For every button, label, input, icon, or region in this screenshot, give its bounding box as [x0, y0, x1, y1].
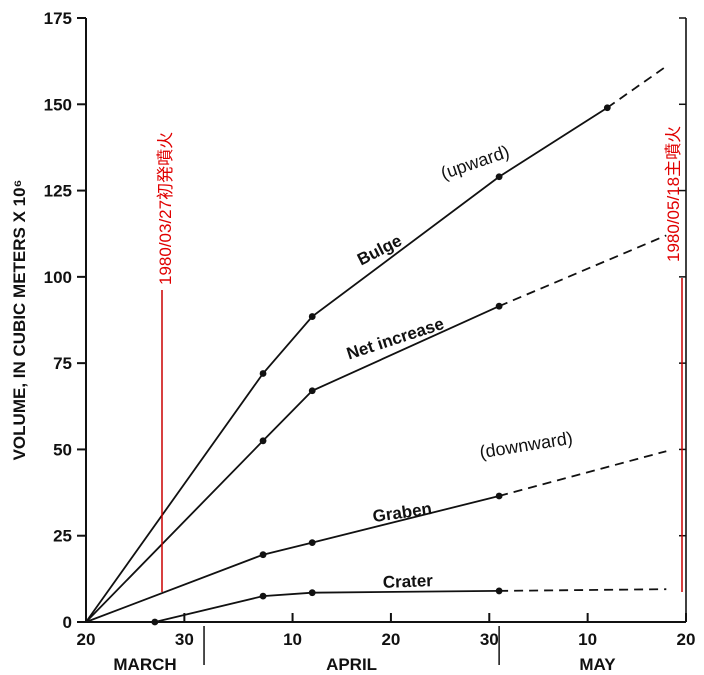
main-eruption-label: 1980/05/18主噴火 — [664, 126, 683, 262]
y-tick-label: 0 — [63, 613, 72, 632]
series-projection-graben — [498, 450, 667, 497]
annotation-downward: (downward) — [478, 428, 574, 462]
y-tick-label: 100 — [44, 268, 72, 287]
month-label: APRIL — [326, 655, 377, 674]
series-projection-net-increase — [498, 234, 667, 308]
series-label-graben: Graben — [371, 499, 433, 526]
x-tick-label: 20 — [77, 630, 96, 649]
x-ticks: 20 30 10 20 30 10 20 — [77, 613, 696, 649]
data-point-bulge — [308, 313, 316, 320]
x-tick-label: 20 — [677, 630, 696, 649]
month-label: MARCH — [113, 655, 176, 674]
data-point-net-increase — [495, 302, 503, 310]
data-point-net-increase — [259, 437, 267, 445]
y-tick-label: 25 — [53, 527, 72, 546]
data-point-crater — [151, 618, 159, 626]
data-point-bulge — [603, 104, 611, 112]
series-line-crater — [154, 590, 500, 623]
x-tick-label: 20 — [381, 630, 400, 649]
month-labels: MARCH APRIL MAY — [113, 626, 616, 674]
x-tick-label: 10 — [578, 630, 597, 649]
y-tick-label: 150 — [44, 95, 72, 114]
data-point-crater — [495, 587, 503, 595]
series-projection-bulge — [606, 65, 667, 109]
data-point-bulge — [259, 370, 267, 377]
data-point-crater — [308, 589, 316, 597]
series-group — [85, 65, 667, 626]
data-point-bulge — [495, 173, 503, 181]
y-tick-label: 75 — [53, 354, 72, 373]
plot-frame — [85, 18, 687, 623]
series-label-net-increase: Net increase — [344, 314, 446, 363]
y-tick-label: 125 — [44, 182, 72, 201]
y-axis-label: VOLUME, IN CUBIC METERS X 10⁶ — [10, 180, 29, 461]
y-tick-label: 50 — [53, 440, 72, 459]
data-point-graben — [308, 539, 316, 547]
y-tick-label: 175 — [44, 9, 72, 28]
series-line-net-increase — [85, 305, 500, 623]
y-ticks: 0 25 50 75 100 125 150 175 — [44, 9, 686, 632]
data-point-graben — [259, 551, 267, 559]
first-eruption-label: 1980/03/27初発噴火 — [156, 132, 175, 285]
series-label-crater: Crater — [382, 571, 433, 592]
series-line-graben — [85, 495, 500, 623]
series-projection-crater — [499, 588, 667, 592]
x-tick-label: 30 — [175, 630, 194, 649]
data-point-crater — [259, 592, 267, 600]
x-tick-label: 10 — [283, 630, 302, 649]
series-label-bulge: Bulge — [354, 231, 405, 269]
data-point-graben — [495, 492, 503, 500]
x-tick-label: 30 — [480, 630, 499, 649]
month-label: MAY — [579, 655, 616, 674]
data-point-net-increase — [308, 387, 316, 395]
